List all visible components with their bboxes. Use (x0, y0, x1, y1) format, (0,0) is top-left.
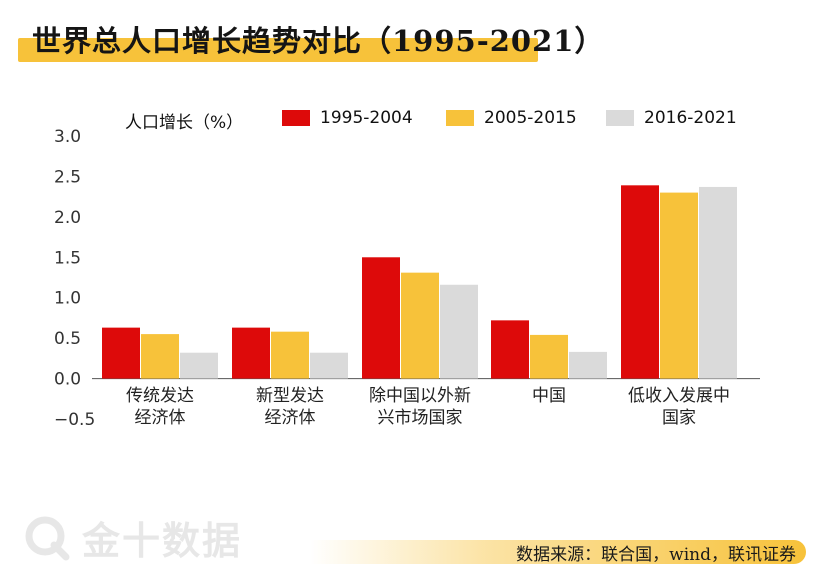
title-highlight (18, 38, 538, 62)
x-category-label: 中国 (532, 386, 566, 406)
legend-item-2005-2015: 2005-2015 (446, 108, 577, 128)
x-category-label: 经济体 (135, 408, 186, 428)
legend-swatch-2016-2021 (606, 110, 634, 126)
x-category-label: 兴市场国家 (378, 408, 463, 428)
y-tick-label: 3.0 (54, 127, 81, 147)
watermark-logo-icon (25, 516, 70, 560)
x-category-label: 传统发达 (126, 386, 194, 406)
bar-1995-2004-0 (102, 327, 140, 379)
y-tick-label: 2.5 (54, 167, 81, 187)
bar-2005-2015-1 (271, 331, 309, 379)
legend-label-2016-2021: 2016-2021 (644, 108, 737, 128)
bar-2016-2021-0 (180, 352, 218, 379)
y-tick-label: −0.5 (54, 410, 95, 430)
bar-1995-2004-4 (621, 185, 659, 379)
bar-2016-2021-2 (440, 284, 478, 379)
bar-2016-2021-3 (569, 351, 607, 379)
page-title: 世界总人口增长趋势对比（1995-2021） (32, 24, 605, 58)
bar-2005-2015-4 (660, 192, 698, 379)
bar-1995-2004-1 (232, 327, 270, 379)
bar-2005-2015-2 (401, 272, 439, 379)
x-category-label: 低收入发展中 (628, 386, 730, 406)
bar-2005-2015-0 (141, 334, 179, 379)
legend-item-1995-2004: 1995-2004 (282, 108, 413, 128)
watermark: 金十数据 (24, 510, 242, 565)
bar-2016-2021-1 (310, 352, 348, 379)
y-tick-label: 0.0 (54, 370, 81, 390)
y-tick-label: 0.5 (54, 329, 81, 349)
x-category-label: 除中国以外新 (369, 386, 471, 406)
legend-swatch-1995-2004 (282, 110, 310, 126)
legend-label-2005-2015: 2005-2015 (484, 108, 577, 128)
bar-1995-2004-2 (362, 257, 400, 379)
bar-2016-2021-4 (699, 186, 737, 379)
y-tick-label: 1.0 (54, 289, 81, 309)
source-note: 数据来源：联合国，wind，联讯证券 (516, 545, 796, 565)
x-category-label: 经济体 (265, 408, 316, 428)
x-category-label: 国家 (662, 408, 696, 428)
legend-title: 人口增长（%） (125, 113, 244, 133)
legend-swatch-2005-2015 (446, 110, 474, 126)
footer-band (310, 540, 806, 564)
legend-item-2016-2021: 2016-2021 (606, 108, 737, 128)
x-category-label: 新型发达 (256, 386, 324, 406)
y-tick-label: 1.5 (54, 248, 81, 268)
watermark-text: 金十数据 (82, 519, 243, 563)
y-tick-label: 2.0 (54, 208, 81, 228)
legend-label-1995-2004: 1995-2004 (320, 108, 413, 128)
bar-1995-2004-3 (491, 320, 529, 379)
bar-2005-2015-3 (530, 334, 568, 379)
